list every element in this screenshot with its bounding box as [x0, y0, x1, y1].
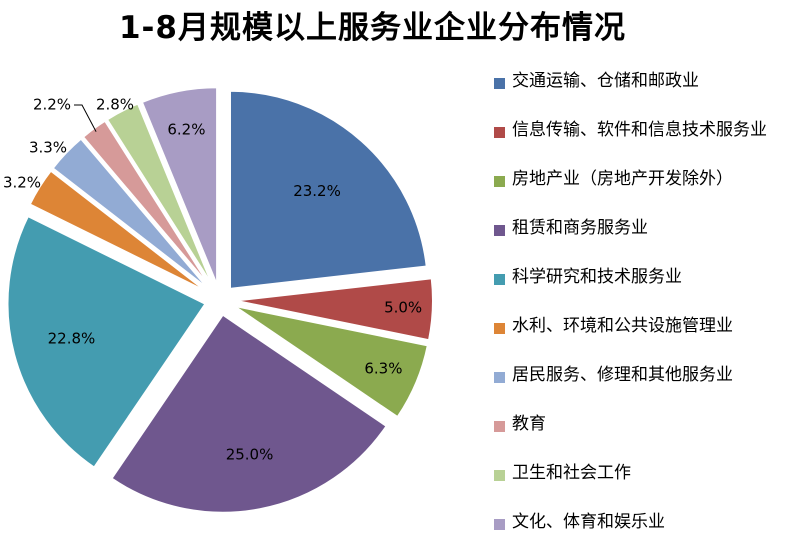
legend-swatch [494, 225, 505, 236]
legend-item: 文化、体育和娱乐业 [494, 511, 784, 560]
slice-label: 2.8% [96, 96, 134, 114]
legend-swatch [494, 78, 505, 89]
legend-swatch [494, 274, 505, 285]
pie-slice [234, 277, 434, 342]
legend-label: 教育 [512, 414, 546, 434]
slice-label: 6.2% [167, 120, 205, 138]
legend-label: 交通运输、仓储和邮政业 [512, 71, 699, 91]
legend-label: 科学研究和技术服务业 [512, 267, 682, 287]
pie-slice [51, 137, 210, 291]
legend-item: 科学研究和技术服务业 [494, 266, 784, 315]
legend-label: 卫生和社会工作 [512, 463, 631, 483]
legend-label: 信息传输、软件和信息技术服务业 [512, 120, 767, 140]
legend-label: 居民服务、修理和其他服务业 [512, 365, 733, 385]
pie-slice [6, 214, 207, 469]
legend-label: 租赁和商务服务业 [512, 218, 648, 238]
legend-label: 水利、环境和公共设施管理业 [512, 316, 733, 336]
slice-label: 3.2% [3, 174, 41, 192]
slice-label: 5.0% [384, 299, 422, 317]
legend-swatch [494, 372, 505, 383]
slice-label: 22.8% [48, 330, 96, 348]
chart-canvas: 1-8月规模以上服务业企业分布情况 23.2% 5.0% 6.3% 25.0% 22.8… [2, 10, 767, 532]
legend-swatch [494, 519, 505, 530]
legend-item: 水利、环境和公共设施管理业 [494, 315, 784, 364]
pie-chart: 23.2% 5.0% 6.3% 25.0% 22.8% 3.2% 3.3% 2.2% 2.8% 6… [3, 86, 434, 514]
legend-item: 房地产业（房地产开发除外） [494, 168, 784, 217]
legend: 交通运输、仓储和邮政业信息传输、软件和信息技术服务业 房地产业（房地产开发除外） 租… [494, 70, 784, 560]
legend-label: 文化、体育和娱乐业 [512, 512, 665, 532]
slice-label: 23.2% [293, 182, 341, 200]
legend-item: 租赁和商务服务业 [494, 217, 784, 266]
pie-slice [228, 89, 428, 290]
legend-item: 交通运输、仓储和邮政业 [494, 70, 784, 119]
legend-swatch [494, 421, 505, 432]
legend-swatch [494, 176, 505, 187]
legend-swatch [494, 470, 505, 481]
pie-slice [233, 304, 430, 419]
pie-slice [110, 313, 388, 514]
legend-swatch [494, 323, 505, 334]
legend-item: 教育 [494, 413, 784, 462]
pie-slice [81, 119, 212, 289]
legend-item: 居民服务、修理和其他服务业 [494, 364, 784, 413]
slice-label: 25.0% [226, 445, 274, 463]
slice-label: 3.3% [29, 139, 67, 157]
pie-slice [105, 102, 215, 288]
legend-swatch [494, 127, 505, 138]
pie-slice [28, 169, 208, 293]
pie-slice [140, 86, 219, 286]
slice-label: 2.2% [33, 96, 71, 114]
legend-label: 房地产业（房地产开发除外） [512, 169, 733, 189]
legend-item: 信息传输、软件和信息技术服务业 [494, 119, 784, 168]
slice-label: 6.3% [364, 359, 402, 377]
legend-item: 卫生和社会工作 [494, 462, 784, 511]
leader-line [74, 104, 97, 132]
chart-title: 1-8月规模以上服务业企业分布情况 [118, 10, 626, 46]
